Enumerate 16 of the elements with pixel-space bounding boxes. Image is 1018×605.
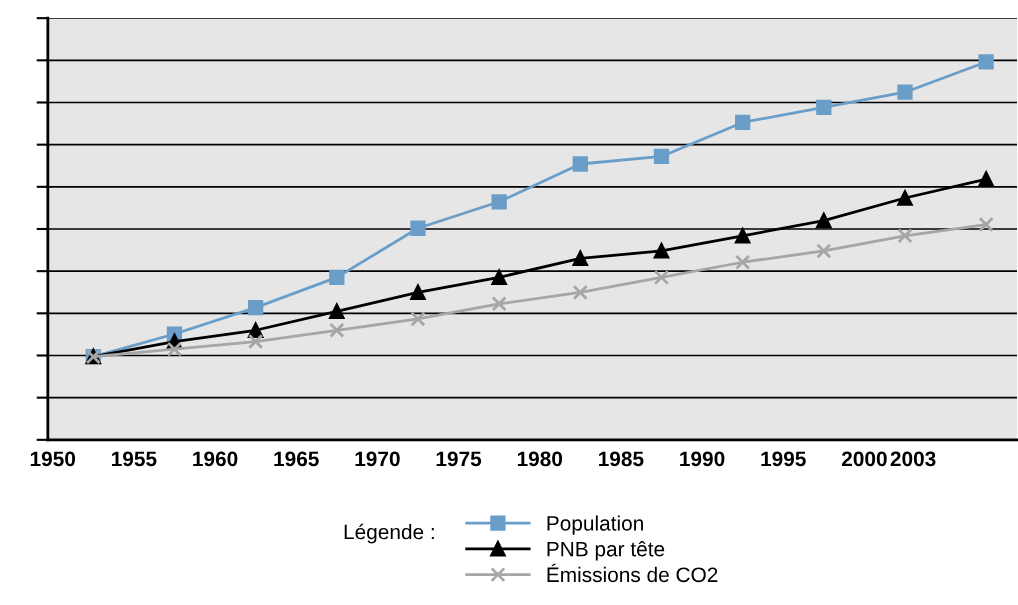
x-tick-label: 1950 xyxy=(30,451,76,467)
x-tick-label: 1995 xyxy=(761,451,806,467)
x-tick-label: 2000 xyxy=(841,451,887,467)
legend-title: Légende : xyxy=(344,523,434,544)
x-tick-label: 1960 xyxy=(193,451,238,467)
x-tick-label: 1985 xyxy=(599,451,644,467)
x-tick-label: 1990 xyxy=(680,451,725,467)
x-tick-label: 1965 xyxy=(274,451,319,467)
x-tick-label: 2003 xyxy=(890,451,936,467)
legend-label: PNB par tête xyxy=(547,541,665,561)
x-tick-label: 1955 xyxy=(112,451,157,467)
legend-label: Population xyxy=(547,515,643,535)
x-tick-label: 1975 xyxy=(436,451,482,467)
legend-label: Émissions de CO2 xyxy=(547,563,718,583)
x-tick-label: 1970 xyxy=(355,451,400,467)
x-tick-label: 1980 xyxy=(517,451,563,467)
